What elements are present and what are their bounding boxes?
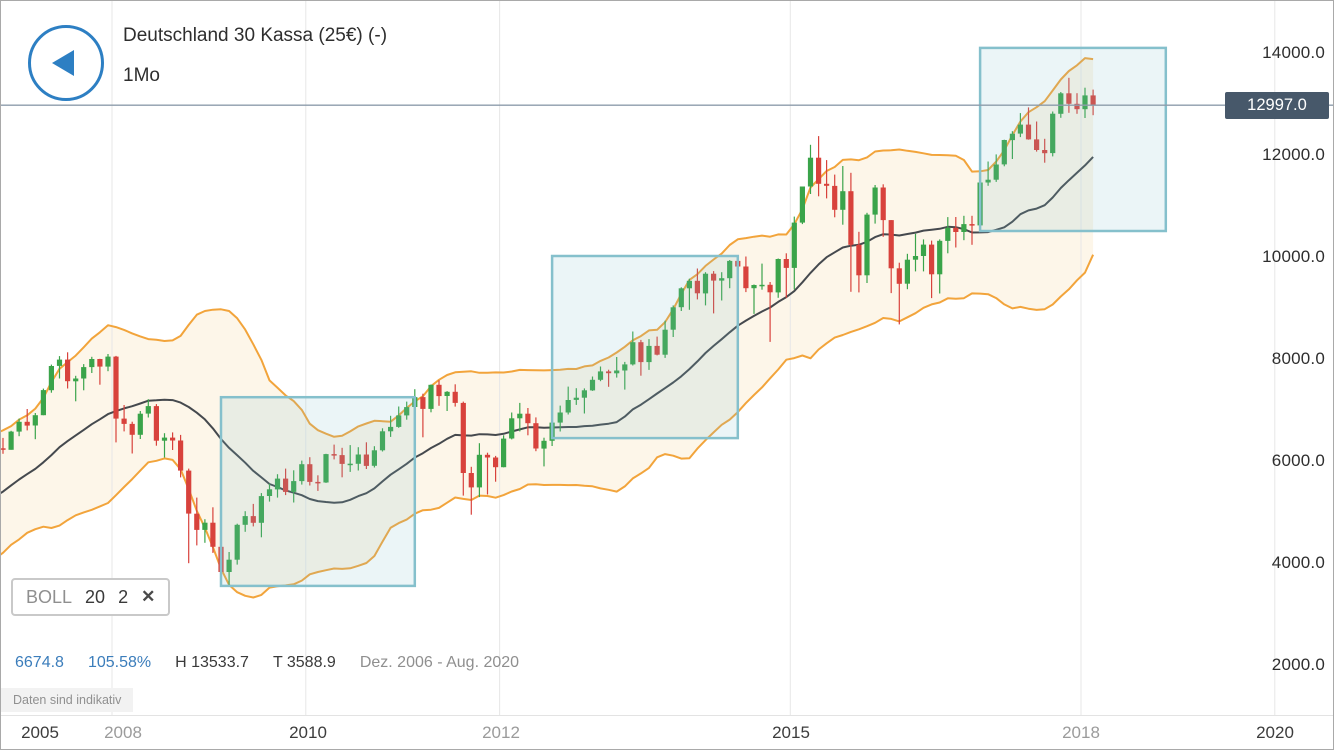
time-axis-label: 2005	[21, 723, 59, 742]
back-button[interactable]	[28, 25, 104, 101]
price-axis-label: 10000.0	[1262, 247, 1325, 266]
stat-high: H 13533.7	[175, 654, 249, 671]
indicator-stddev: 2	[118, 586, 129, 607]
bollinger-fill	[1, 58, 1094, 598]
current-price-badge: 12997.0	[1225, 91, 1329, 119]
price-axis-label: 4000.0	[1271, 553, 1325, 572]
instrument-title: Deutschland 30 Kassa (25€) (-)	[123, 25, 388, 46]
remove-indicator-icon[interactable]: ✕	[141, 587, 156, 606]
time-axis: 2005 2008 2010 2012 2015 2018 2020	[1, 715, 1333, 749]
time-axis-label: 2018	[1062, 723, 1100, 742]
chart-canvas[interactable]	[1, 1, 1334, 717]
stat-change-points: 6674.8	[15, 654, 64, 671]
time-axis-label: 2020	[1256, 723, 1294, 742]
disclaimer: Daten sind indikativ	[1, 688, 134, 712]
candles-layer	[1, 77, 1096, 585]
drawn-annotation-box[interactable]	[978, 46, 1168, 233]
indicator-chip[interactable]: BOLL 20 2 ✕	[11, 578, 171, 616]
indicator-period: 20	[85, 586, 106, 607]
bollinger-lower-line	[1, 254, 1095, 599]
time-axis-label: 2012	[482, 723, 520, 742]
price-axis-label: 12000.0	[1262, 145, 1325, 164]
stats-row: 6674.8 105.58% H 13533.7 T 3588.9 Dez. 2…	[15, 654, 519, 672]
bollinger-upper-line	[1, 57, 1094, 438]
time-axis-label: 2008	[104, 723, 142, 742]
indicator-name: BOLL	[26, 586, 73, 607]
drawn-annotation-box[interactable]	[550, 254, 740, 440]
time-axis-label: 2010	[289, 723, 327, 742]
price-axis-label: 8000.0	[1271, 349, 1325, 368]
stat-low: T 3588.9	[272, 654, 336, 671]
price-axis-label: 2000.0	[1271, 655, 1325, 674]
stat-change-percent: 105.58%	[87, 654, 152, 671]
price-axis-label: 14000.0	[1262, 43, 1325, 62]
time-axis-label: 2015	[772, 723, 810, 742]
price-axis-label: 6000.0	[1271, 451, 1325, 470]
timeframe-label[interactable]: 1Mo	[123, 65, 160, 86]
stat-date-range: Dez. 2006 - Aug. 2020	[359, 654, 520, 671]
drawn-annotation-box[interactable]	[219, 395, 417, 588]
back-arrow-icon	[52, 50, 74, 76]
